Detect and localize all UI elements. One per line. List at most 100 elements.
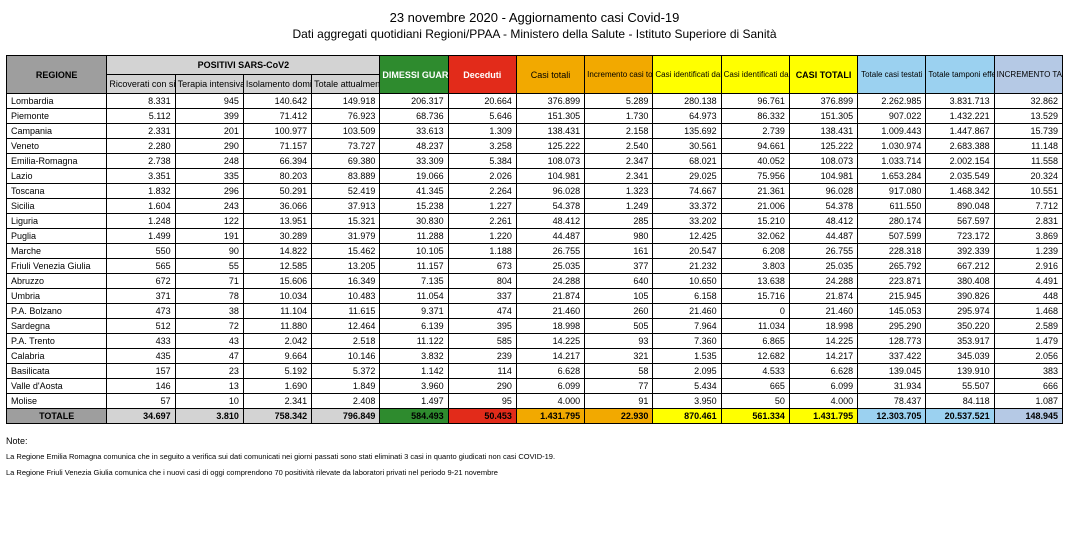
value-cell: 2.916: [994, 259, 1062, 274]
value-cell: 68.736: [380, 109, 448, 124]
total-cell: 1.431.795: [789, 409, 857, 424]
table-row: Friuli Venezia Giulia5655512.58513.20511…: [7, 259, 1063, 274]
value-cell: 14.822: [243, 244, 311, 259]
table-row: Umbria3717810.03410.48311.05433721.87410…: [7, 289, 1063, 304]
region-cell: Emilia-Romagna: [7, 154, 107, 169]
value-cell: 11.615: [312, 304, 380, 319]
value-cell: 2.026: [448, 169, 516, 184]
value-cell: 473: [107, 304, 175, 319]
value-cell: 1.499: [107, 229, 175, 244]
region-cell: P.A. Bolzano: [7, 304, 107, 319]
value-cell: 11.288: [380, 229, 448, 244]
region-cell: Sicilia: [7, 199, 107, 214]
value-cell: 13.951: [243, 214, 311, 229]
value-cell: 71: [175, 274, 243, 289]
region-cell: Lombardia: [7, 94, 107, 109]
value-cell: 80.203: [243, 169, 311, 184]
value-cell: 15.238: [380, 199, 448, 214]
region-cell: Friuli Venezia Giulia: [7, 259, 107, 274]
value-cell: 13.205: [312, 259, 380, 274]
value-cell: 15.716: [721, 289, 789, 304]
total-cell: 20.537.521: [926, 409, 994, 424]
value-cell: 2.331: [107, 124, 175, 139]
value-cell: 223.871: [858, 274, 926, 289]
value-cell: 380.408: [926, 274, 994, 289]
value-cell: 295.290: [858, 319, 926, 334]
region-cell: Puglia: [7, 229, 107, 244]
value-cell: 1.604: [107, 199, 175, 214]
value-cell: 12.425: [653, 229, 721, 244]
hdr-pos-group: POSITIVI SARS-CoV2: [107, 56, 380, 75]
value-cell: 1.323: [585, 184, 653, 199]
value-cell: 25.035: [516, 259, 584, 274]
value-cell: 50: [721, 394, 789, 409]
page-title: 23 novembre 2020 - Aggiornamento casi Co…: [6, 10, 1063, 25]
value-cell: 11.122: [380, 334, 448, 349]
value-cell: 673: [448, 259, 516, 274]
value-cell: 55: [175, 259, 243, 274]
value-cell: 1.087: [994, 394, 1062, 409]
value-cell: 14.217: [516, 349, 584, 364]
value-cell: 890.048: [926, 199, 994, 214]
value-cell: 1.468.342: [926, 184, 994, 199]
table-row: Abruzzo6727115.60616.3497.13580424.28864…: [7, 274, 1063, 289]
value-cell: 6.139: [380, 319, 448, 334]
value-cell: 1.033.714: [858, 154, 926, 169]
table-row: Sicilia1.60424336.06637.91315.2381.22754…: [7, 199, 1063, 214]
value-cell: 77: [585, 379, 653, 394]
value-cell: 74.667: [653, 184, 721, 199]
value-cell: 21.460: [516, 304, 584, 319]
table-row: P.A. Trento433432.0422.51811.12258514.22…: [7, 334, 1063, 349]
value-cell: 2.347: [585, 154, 653, 169]
value-cell: 83.889: [312, 169, 380, 184]
value-cell: 24.288: [789, 274, 857, 289]
value-cell: 2.341: [585, 169, 653, 184]
value-cell: 105: [585, 289, 653, 304]
value-cell: 24.288: [516, 274, 584, 289]
value-cell: 48.412: [516, 214, 584, 229]
value-cell: 100.977: [243, 124, 311, 139]
value-cell: 206.317: [380, 94, 448, 109]
table-row: Lombardia8.331945140.642149.918206.31720…: [7, 94, 1063, 109]
value-cell: 804: [448, 274, 516, 289]
value-cell: 104.981: [789, 169, 857, 184]
table-row: Emilia-Romagna2.73824866.39469.38033.309…: [7, 154, 1063, 169]
value-cell: 280.138: [653, 94, 721, 109]
value-cell: 140.642: [243, 94, 311, 109]
value-cell: 58: [585, 364, 653, 379]
value-cell: 94.661: [721, 139, 789, 154]
value-cell: 5.192: [243, 364, 311, 379]
value-cell: 4.491: [994, 274, 1062, 289]
hdr-region: REGIONE: [7, 56, 107, 94]
value-cell: 285: [585, 214, 653, 229]
total-cell: 148.945: [994, 409, 1062, 424]
value-cell: 157: [107, 364, 175, 379]
value-cell: 0: [721, 304, 789, 319]
value-cell: 15.210: [721, 214, 789, 229]
total-cell: 870.461: [653, 409, 721, 424]
value-cell: 21.874: [789, 289, 857, 304]
value-cell: 567.597: [926, 214, 994, 229]
page-subtitle: Dati aggregati quotidiani Regioni/PPAA -…: [6, 27, 1063, 41]
value-cell: 1.248: [107, 214, 175, 229]
value-cell: 40.052: [721, 154, 789, 169]
value-cell: 2.002.154: [926, 154, 994, 169]
value-cell: 2.042: [243, 334, 311, 349]
value-cell: 15.739: [994, 124, 1062, 139]
value-cell: 138.431: [516, 124, 584, 139]
total-cell: 3.810: [175, 409, 243, 424]
value-cell: 23: [175, 364, 243, 379]
value-cell: 1.468: [994, 304, 1062, 319]
value-cell: 512: [107, 319, 175, 334]
value-cell: 12.464: [312, 319, 380, 334]
value-cell: 2.158: [585, 124, 653, 139]
value-cell: 30.561: [653, 139, 721, 154]
hdr-terapia: Terapia intensiva: [175, 75, 243, 94]
value-cell: 26.755: [789, 244, 857, 259]
region-cell: Calabria: [7, 349, 107, 364]
total-row: TOTALE34.6973.810758.342796.849584.49350…: [7, 409, 1063, 424]
total-cell: 34.697: [107, 409, 175, 424]
value-cell: 505: [585, 319, 653, 334]
value-cell: 10.483: [312, 289, 380, 304]
value-cell: 30.830: [380, 214, 448, 229]
